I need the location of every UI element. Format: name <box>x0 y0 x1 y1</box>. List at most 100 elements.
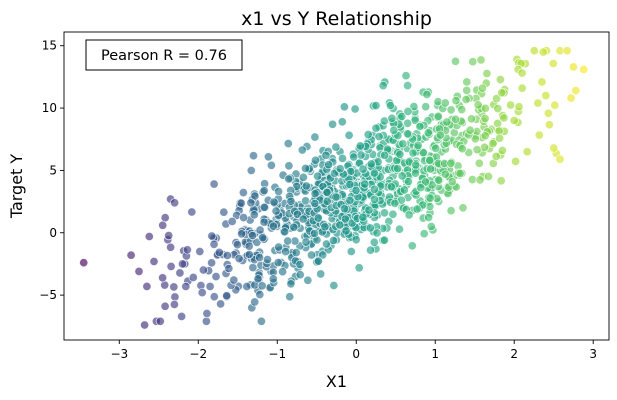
scatter-point <box>544 120 555 130</box>
scatter-point <box>201 316 211 326</box>
scatter-point <box>291 248 301 258</box>
scatter-point <box>480 114 490 124</box>
scatter-point <box>385 101 395 111</box>
scatter-point <box>491 151 501 161</box>
scatter-point <box>211 271 221 282</box>
scatter-point <box>177 259 188 269</box>
scatter-point <box>320 222 330 232</box>
scatter-point <box>340 214 350 224</box>
x-tick-label: 2 <box>510 347 518 361</box>
scatter-point <box>360 179 370 189</box>
scatter-point <box>365 245 376 255</box>
annotation-text: Pearson R = 0.76 <box>101 48 227 64</box>
scatter-point <box>313 213 323 223</box>
scatter-point <box>371 123 381 133</box>
scatter-point <box>262 255 273 265</box>
ticks-layer: −3 −2 −1 0 1 2 3 −5 0 5 10 15 <box>39 39 597 361</box>
scatter-point <box>379 235 390 245</box>
scatter-point <box>462 85 472 96</box>
scatter-point <box>402 81 413 91</box>
scatter-point <box>337 117 347 127</box>
scatter-point <box>494 133 505 143</box>
scatter-point <box>475 175 485 185</box>
scatter-point <box>248 262 258 273</box>
scatter-point <box>331 192 341 202</box>
scatter-point <box>461 94 471 105</box>
scatter-point <box>158 273 168 283</box>
scatter-point <box>477 83 487 93</box>
scatter-point <box>250 297 260 307</box>
scatter-point <box>177 311 187 321</box>
scatter-point <box>258 233 268 243</box>
scatter-point <box>335 220 345 230</box>
scatter-point <box>295 259 305 270</box>
scatter-point <box>166 242 176 252</box>
scatter-point <box>322 196 332 206</box>
scatter-point <box>346 246 356 257</box>
scatter-point <box>253 274 263 284</box>
scatter-point <box>522 147 532 157</box>
scatter-point <box>313 256 323 266</box>
scatter-point <box>371 101 381 111</box>
scatter-point <box>450 114 461 124</box>
scatter-point <box>155 316 165 326</box>
scatter-point <box>289 222 299 232</box>
scatter-point <box>505 100 516 110</box>
x-tick-label: 3 <box>589 347 597 361</box>
scatter-point <box>397 171 407 181</box>
scatter-point <box>209 239 219 249</box>
scatter-point <box>421 102 431 112</box>
scatter-point <box>468 57 478 67</box>
scatter-point <box>422 89 432 100</box>
scatter-point <box>364 205 374 215</box>
scatter-point <box>222 250 232 261</box>
scatter-point <box>409 102 419 112</box>
scatter-point <box>395 149 405 159</box>
scatter-point <box>301 181 311 191</box>
scatter-point <box>548 58 558 69</box>
scatter-point <box>248 230 258 241</box>
scatter-point <box>244 249 254 260</box>
scatter-point <box>160 213 170 223</box>
scatter-point <box>303 275 313 285</box>
scatter-point <box>440 98 450 108</box>
scatter-point <box>413 140 423 150</box>
scatter-point <box>354 263 364 273</box>
scatter-point <box>379 150 390 160</box>
scatter-point <box>283 139 293 149</box>
scatter-point <box>510 156 521 166</box>
scatter-point <box>499 113 509 123</box>
scatter-point <box>514 102 524 112</box>
scatter-point <box>207 231 217 241</box>
scatter-point <box>369 237 379 247</box>
scatter-point <box>160 301 170 311</box>
scatter-point <box>549 143 559 153</box>
scatter-point <box>209 179 219 189</box>
scatter-point <box>255 225 265 235</box>
scatter-point <box>423 128 433 138</box>
scatter-point <box>349 152 359 162</box>
scatter-point <box>392 163 403 174</box>
scatter-point <box>166 261 176 271</box>
x-axis-label: X1 <box>326 372 347 391</box>
scatter-point <box>374 132 384 142</box>
scatter-point <box>244 241 254 251</box>
scatter-point <box>435 130 445 140</box>
scatter-point <box>256 316 266 326</box>
scatter-point <box>425 155 435 165</box>
scatter-point <box>187 207 197 217</box>
scatter-point <box>408 148 418 158</box>
scatter-point <box>431 143 441 153</box>
scatter-point <box>142 281 152 291</box>
scatter-point <box>426 221 436 232</box>
scatter-point <box>209 292 219 302</box>
scatter-point <box>480 131 490 141</box>
x-tick-label: −2 <box>189 347 207 361</box>
scatter-point <box>517 83 527 93</box>
scatter-point <box>467 175 477 185</box>
scatter-point <box>323 160 334 170</box>
scatter-point <box>476 55 486 65</box>
scatter-point <box>446 105 456 115</box>
scatter-point <box>488 139 498 149</box>
